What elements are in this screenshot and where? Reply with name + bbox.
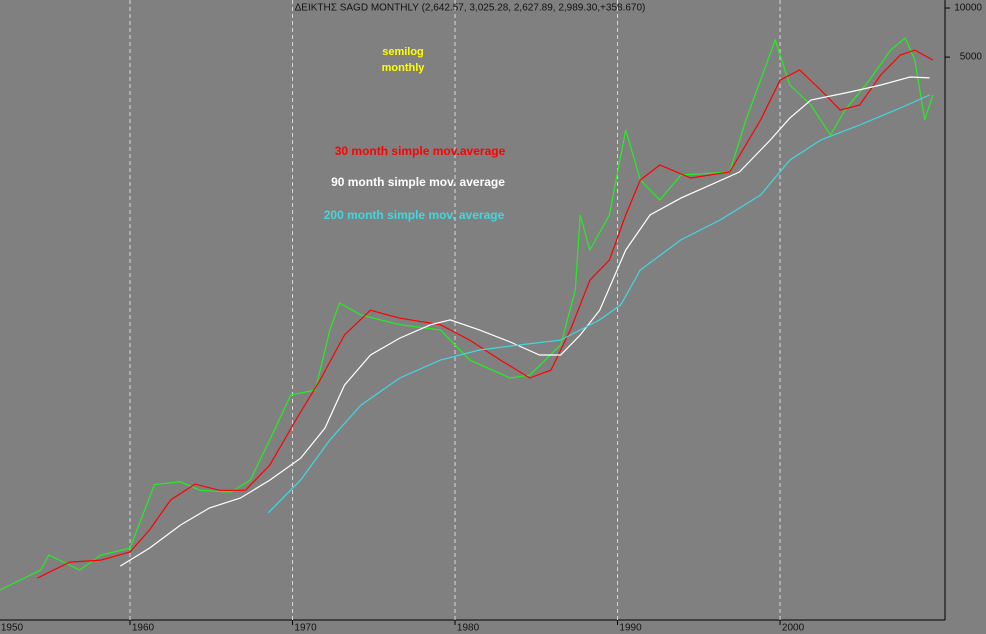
x-tick-label: 1980 — [457, 623, 480, 634]
annotation: monthly — [382, 62, 426, 74]
legend-entry: 90 month simple mov. average — [331, 175, 505, 189]
line-series — [0, 37, 934, 591]
line-series — [267, 94, 930, 514]
legend-entry: 200 month simple mov. average — [324, 208, 505, 222]
y-tick-label: 10000 — [954, 3, 982, 14]
x-tick-label: 1970 — [294, 623, 317, 634]
legend-entry: 30 month simple mov.average — [335, 144, 506, 158]
x-tick-label: 1960 — [132, 623, 155, 634]
chart-title: ΔΕΙΚΤΗΣ SAGD MONTHLY (2,642.57, 3,025.28… — [295, 3, 646, 14]
x-tick-label: 1990 — [619, 623, 642, 634]
x-tick-label: 1950 — [1, 623, 24, 634]
annotation: semilog — [382, 46, 424, 58]
x-tick-label: 2000 — [782, 623, 805, 634]
y-tick-label: 5000 — [960, 52, 983, 63]
line-series — [119, 76, 930, 567]
line-series — [37, 49, 934, 579]
